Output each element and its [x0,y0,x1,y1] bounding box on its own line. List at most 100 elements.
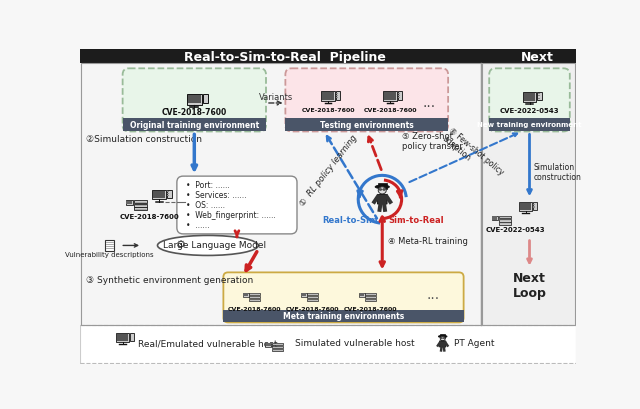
Bar [307,293,317,295]
Bar [499,219,511,222]
Bar [117,334,128,341]
Text: CVE-2022-0543: CVE-2022-0543 [486,227,545,233]
Text: CVE-2018-7600: CVE-2018-7600 [344,307,397,312]
Bar [321,92,335,101]
Ellipse shape [440,337,445,341]
Text: ⚙: ⚙ [176,240,186,250]
FancyBboxPatch shape [489,68,570,131]
Bar [378,183,387,189]
Bar [243,293,248,297]
Bar [123,118,266,131]
Bar [130,333,134,341]
Bar [125,200,133,205]
Bar [482,63,575,325]
Bar [153,191,165,198]
Bar [365,293,376,295]
Text: CVE-2022-0543: CVE-2022-0543 [500,108,559,115]
Text: ④ Meta-RL training: ④ Meta-RL training [388,237,468,246]
Bar [243,293,248,296]
Ellipse shape [375,185,389,189]
Ellipse shape [157,236,259,256]
FancyBboxPatch shape [177,176,297,234]
Text: •  Port: ......: • Port: ...... [186,181,230,190]
Text: ③ Synthetic environment generation: ③ Synthetic environment generation [86,276,253,285]
FancyBboxPatch shape [223,272,463,322]
Bar [492,216,498,220]
Bar [335,92,340,100]
Text: Vulnerability descriptions: Vulnerability descriptions [65,252,154,258]
Bar [481,63,576,325]
Bar [397,92,403,100]
Text: CVE-2018-7600: CVE-2018-7600 [162,108,227,117]
Bar [80,63,576,325]
Bar [360,293,364,296]
Text: Variants: Variants [259,93,293,102]
Text: CVE-2018-7600: CVE-2018-7600 [301,108,355,113]
Text: CVE-2018-7600: CVE-2018-7600 [228,307,281,312]
Bar [492,216,497,220]
Ellipse shape [379,189,382,190]
Text: ...: ... [426,288,439,303]
Bar [532,202,537,210]
Text: Testing environments: Testing environments [320,121,413,130]
Text: Simulated vulnerable host: Simulated vulnerable host [296,339,415,348]
Text: ⑥ Few-shot policy
adaption: ⑥ Few-shot policy adaption [440,126,506,185]
Bar [249,299,260,301]
Bar [499,222,511,225]
Ellipse shape [438,335,447,337]
Bar [187,94,202,105]
Bar [520,203,531,210]
Text: ②Simulation construction: ②Simulation construction [86,135,202,144]
Bar [223,310,463,322]
Text: Real-to-Sim-to-Real  Pipeline: Real-to-Sim-to-Real Pipeline [184,51,387,64]
FancyBboxPatch shape [285,68,448,131]
Bar [307,299,317,301]
Bar [134,200,147,203]
Bar [359,293,365,297]
FancyBboxPatch shape [378,194,387,204]
Bar [127,201,132,204]
Bar [322,92,334,100]
Bar [134,204,147,207]
Text: •  ......: • ...... [186,221,210,230]
Text: ①  RL policy learning: ① RL policy learning [298,133,358,208]
Text: CVE-2018-7600: CVE-2018-7600 [364,108,417,113]
Text: ⑤ Zero-shot
policy transfer: ⑤ Zero-shot policy transfer [402,132,463,151]
Text: CVE-2018-7600: CVE-2018-7600 [120,214,180,220]
Bar [105,240,114,251]
Bar [188,95,201,103]
Bar [301,293,306,296]
Bar [307,296,317,298]
Bar [167,190,172,198]
Bar [134,207,147,210]
Bar [272,346,284,348]
Ellipse shape [443,337,445,339]
Bar [365,296,376,298]
Text: Original training environment: Original training environment [130,121,259,130]
Bar [524,93,536,101]
Bar [301,293,307,297]
Bar [272,349,284,351]
Bar [384,92,396,100]
Bar [249,293,260,295]
Text: Simulation
construction: Simulation construction [533,163,581,182]
FancyBboxPatch shape [440,341,446,347]
Text: PT Agent: PT Agent [454,339,494,348]
Bar [272,343,284,345]
Text: Large Language Model: Large Language Model [163,241,266,250]
Ellipse shape [441,337,442,339]
Bar [285,118,448,131]
Bar [519,202,532,211]
Text: Next
Loop: Next Loop [513,272,547,300]
Ellipse shape [378,187,387,194]
Text: •  Services: ......: • Services: ...... [186,191,246,200]
Bar [80,49,576,63]
Text: ...: ... [422,96,435,110]
Bar [81,63,481,325]
Bar [203,94,208,103]
Text: Real-to-Sim: Real-to-Sim [322,216,378,225]
Bar [265,343,271,347]
Text: Meta training environments: Meta training environments [283,312,404,321]
Text: CVE-2018-7600: CVE-2018-7600 [285,307,339,312]
Bar [489,118,570,131]
